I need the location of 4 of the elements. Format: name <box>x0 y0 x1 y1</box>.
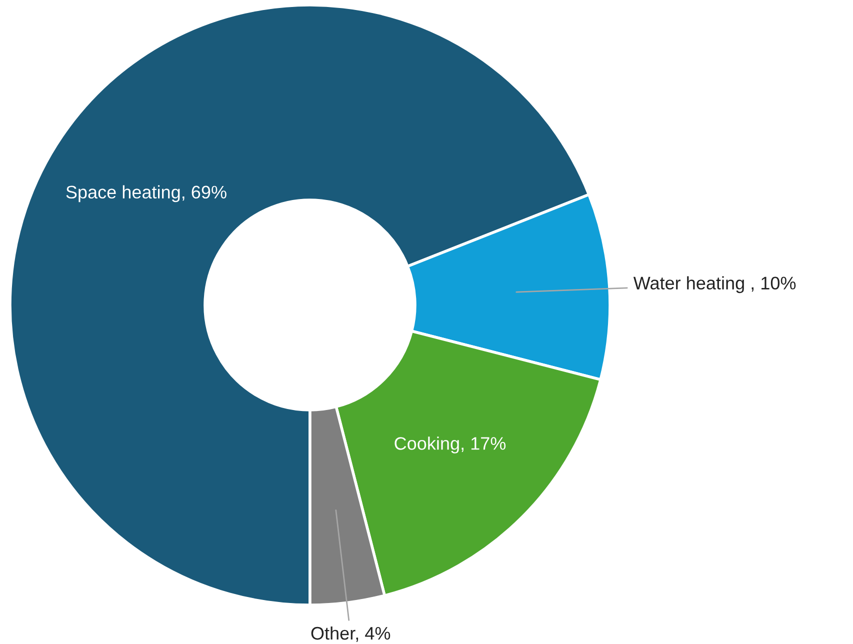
slice-label: Cooking, 17% <box>394 436 506 454</box>
slice-label: Other, 4% <box>311 626 390 642</box>
slice-label: Space heating, 69% <box>66 185 226 202</box>
slice-label: Water heating , 10% <box>633 276 796 294</box>
